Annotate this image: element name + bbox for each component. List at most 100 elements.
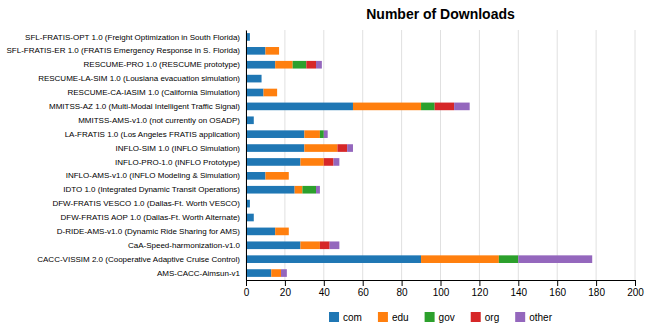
bar [306,61,316,69]
bar [435,103,454,111]
tick: SFL-FRATIS-OPT 1.0 (Freight Optimization… [25,33,240,42]
legend-label: edu [392,312,409,323]
bar [316,186,320,194]
legend: comedugovorgother [329,312,553,323]
tick: LA-FRATIS 1.0 (Los Angeles FRATIS applic… [65,130,241,139]
bar [288,172,289,180]
tick-label: RESCUME-PRO 1.0 (RESCUME prototype) [84,60,241,69]
legend-item: gov [425,312,455,323]
legend-swatch [425,312,435,322]
tick: D-RIDE-AMS-v1.0 (Dynamic Ride Sharing fo… [57,227,240,236]
legend-label: com [343,312,362,323]
bar [275,228,289,236]
bar [249,33,250,41]
tick-label: INFLO-AMS-v1.0 (INFLO Modeling & Simulat… [66,171,241,180]
bar [334,158,340,166]
tick-mark [402,280,403,286]
bar [261,75,262,83]
bar [249,200,250,208]
bar [277,89,278,97]
tick: DFW-FRATIS VESCO 1.0 (Dallas-Ft. Worth V… [52,199,240,208]
bar [265,47,279,55]
bar [265,172,288,180]
bar [264,89,278,97]
bar [246,158,300,166]
bar [288,228,289,236]
tick: MMITSS-AZ 1.0 (Multi-Modal Intelligent T… [49,102,240,111]
bar [246,241,300,249]
tick-label: 160 [549,287,566,298]
tick: INFLO-SIM 1.0 (INFLO Simulation) [116,144,241,153]
bar [246,47,265,55]
tick-mark [557,280,558,286]
bar [249,200,250,208]
bar [304,130,320,138]
tick-label: AMS-CACC-Aimsun-v1 [157,269,241,278]
tick-label: DFW-FRATIS AOP 1.0 (Dallas-Ft. Worth Alt… [61,213,241,222]
axis-line [246,31,247,281]
tick: 180 [588,280,605,298]
tick-label: 80 [397,287,409,298]
grid-line [362,30,363,280]
tick: CaA-Speed-harmonization-v1.0 [128,241,241,250]
tick: 100 [433,280,450,298]
tick: INFLO-AMS-v1.0 (INFLO Modeling & Simulat… [66,171,241,180]
tick: RESCUME-CA-IASIM 1.0 (California Simulat… [68,88,241,97]
tick: MMITSS-AMS-v1.0 (not currently on OSADP) [78,116,240,125]
bars [246,33,592,277]
axis-line [247,281,636,287]
bar [253,214,254,222]
tick-label: 140 [510,287,527,298]
bar [246,130,304,138]
tick-mark [324,280,325,286]
bar [261,75,262,83]
bar [253,214,254,222]
bar [302,186,316,194]
bar [249,200,250,208]
tick-label: MMITSS-AZ 1.0 (Multi-Modal Intelligent T… [49,102,240,111]
bar [246,172,265,180]
legend-item: com [329,312,362,323]
bar [320,241,330,249]
bar [246,255,421,263]
tick: RESCUME-LA-SIM 1.0 (Lousiana evacuation … [38,74,240,83]
bar [253,116,254,124]
tick: 40 [319,280,331,298]
tick-label: RESCUME-CA-IASIM 1.0 (California Simulat… [68,88,241,97]
tick-mark [285,280,286,286]
bar [277,89,278,97]
bar [246,214,254,222]
bar [288,228,289,236]
tick-mark [246,280,247,286]
bar [518,255,592,263]
title: Number of Downloads [366,6,515,22]
tick: 120 [472,280,489,298]
tick: 160 [549,280,566,298]
tick-mark [363,280,364,286]
legend-item: edu [378,312,409,323]
series [281,61,592,277]
tick-label: SFL-FRATIS-ER 1.0 (FRATIS Emergency Resp… [6,46,240,55]
tick-label: INFLO-SIM 1.0 (INFLO Simulation) [116,144,241,153]
bar [249,200,250,208]
bar [454,103,470,111]
bar [320,130,324,138]
bar [253,116,254,124]
tick-label: 100 [433,287,450,298]
tick-label: 180 [588,287,605,298]
bar [246,144,304,152]
bar [279,47,280,55]
legend-label: org [485,312,499,323]
bar [421,103,435,111]
bar [261,75,262,83]
grid-line [557,30,558,280]
tick: 80 [397,280,409,298]
bar [246,103,353,111]
series [246,33,421,277]
bar [249,33,250,41]
tick-mark [479,280,480,286]
legend-swatch [471,312,481,322]
bar [293,61,307,69]
bar [261,75,262,83]
bar [253,116,254,124]
